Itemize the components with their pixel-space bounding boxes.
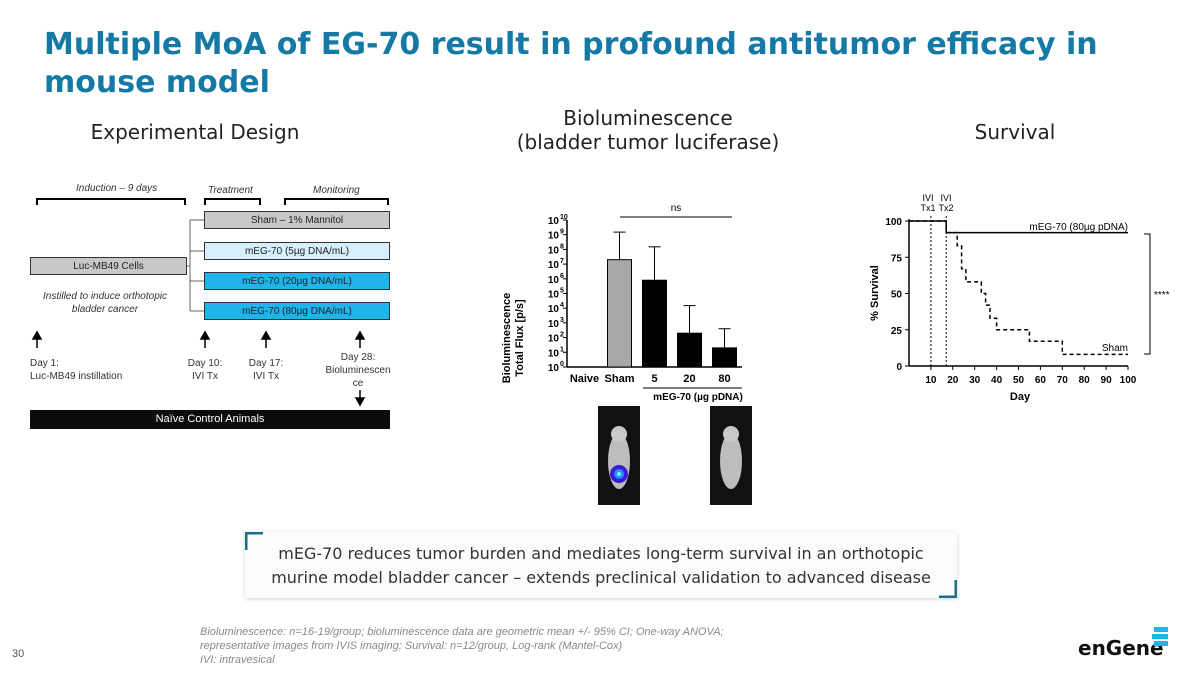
biolum-ytick-exp: 4	[560, 302, 564, 309]
biolum-ytick: 10	[548, 216, 560, 227]
survival-series-1	[909, 220, 1128, 356]
survival-ytick: 25	[891, 326, 903, 337]
biolum-ytick-exp: 3	[560, 317, 564, 324]
instilled-note: Instilled to induce orthotopic bladder c…	[43, 291, 167, 315]
bioluminescence-chart: Bioluminescence Total Flux [p/s] 10 010 11…	[501, 203, 743, 403]
day1-label: Day 1: Luc-MB49 instillation	[30, 358, 123, 382]
survival-ytick: 50	[891, 290, 903, 301]
survival-xtick: 50	[1013, 375, 1025, 386]
biolum-ytick: 10	[548, 334, 560, 345]
survival-xtick: 20	[947, 375, 959, 386]
design-connectors	[31, 198, 389, 407]
day17-label: Day 17: IVI Tx	[248, 358, 284, 382]
biolum-ytick-exp: 1	[560, 346, 564, 353]
biolum-sig-label: ns	[671, 203, 682, 214]
survival-tx1: IVI Tx1	[920, 193, 935, 213]
logo-text: enGene	[1078, 636, 1164, 660]
biolum-ytick-exp: 2	[560, 332, 564, 339]
biolum-ytick: 10	[548, 304, 560, 315]
biolum-header-line1: Bioluminescence	[563, 106, 733, 130]
survival-ytick: 0	[896, 362, 902, 373]
day10-label: Day 10: IVI Tx	[187, 358, 223, 382]
biolum-header: Bioluminescence (bladder tumor luciferas…	[500, 106, 796, 154]
biolum-ytick-exp: 9	[560, 229, 564, 236]
biolum-xlabels: Naive Sham 5 20 80	[570, 373, 731, 385]
biolum-bar-1	[607, 259, 632, 368]
survival-axes: 0 25 50 75 100 10 20 30 40 50 60 70 80 90 100	[885, 216, 1137, 386]
survival-xtick: 70	[1057, 375, 1069, 386]
biolum-ytick: 10	[548, 231, 560, 242]
survival-ylabel: % Survival	[869, 265, 881, 321]
phase-monitoring: Monitoring	[313, 185, 360, 196]
survival-header: Survival	[974, 120, 1056, 144]
biolum-ytick: 10	[548, 363, 560, 374]
phase-treatment: Treatment	[208, 185, 253, 196]
takeaway-line1: mEG-70 reduces tumor burden and mediates…	[278, 544, 924, 563]
survival-ytick: 100	[885, 217, 902, 228]
slide-title: Multiple MoA of EG-70 result in profound…	[44, 27, 1098, 100]
biolum-ytick: 10	[548, 245, 560, 256]
biolum-xtick-2: 5	[651, 373, 657, 385]
biolum-ytick-exp: 5	[560, 288, 564, 295]
survival-xtick: 40	[991, 375, 1003, 386]
survival-series2-label: Sham	[1102, 343, 1128, 354]
design-header: Experimental Design	[90, 120, 300, 144]
biolum-bar-4	[712, 347, 737, 368]
biolum-ylabel-2: Total Flux [p/s]	[514, 299, 526, 377]
biolum-group-label: mEG-70 (µg pDNA)	[653, 392, 743, 403]
survival-xtick: 60	[1035, 375, 1047, 386]
page-number: 30	[12, 648, 25, 660]
naive-control-bar: Naïve Control Animals	[30, 410, 390, 429]
company-logo: enGene	[1078, 636, 1164, 660]
biolum-ytick-exp: 10	[560, 214, 568, 221]
biolum-ytick-exp: 6	[560, 273, 564, 280]
biolum-ytick: 10	[548, 275, 560, 286]
biolum-ytick-exp: 0	[560, 361, 564, 368]
takeaway-box: mEG-70 reduces tumor burden and mediates…	[245, 532, 957, 598]
takeaway-line2: murine model bladder cancer – extends pr…	[271, 568, 931, 587]
arm-sham: Sham – 1% Mannitol	[204, 211, 390, 229]
biolum-bars	[607, 231, 737, 368]
biolum-xtick-3: 20	[683, 373, 695, 385]
biolum-ytick: 10	[548, 260, 560, 271]
survival-xtick: 100	[1120, 375, 1137, 386]
survival-xlabel: Day	[1010, 391, 1031, 403]
survival-sig: ****	[1154, 290, 1170, 301]
biolum-ytick: 10	[548, 319, 560, 330]
biolum-xtick-4: 80	[718, 373, 730, 385]
biolum-ytick: 10	[548, 348, 560, 359]
biolum-ytick: 10	[548, 290, 560, 301]
phase-induction: Induction – 9 days	[76, 183, 158, 194]
biolum-bar-2	[642, 279, 667, 368]
survival-ytick: 75	[891, 253, 903, 264]
arm-20ug: mEG-70 (20µg DNA/mL)	[204, 272, 390, 290]
survival-tx2: IVI Tx2	[938, 193, 953, 213]
ivis-image-sham	[598, 406, 640, 505]
survival-xtick: 80	[1079, 375, 1091, 386]
cells-box: Luc-MB49 Cells	[30, 257, 187, 275]
footnote: Bioluminescence: n=16-19/group; biolumin…	[200, 626, 724, 666]
survival-xtick: 90	[1101, 375, 1113, 386]
survival-series1-label: mEG-70 (80µg pDNA)	[1029, 222, 1128, 233]
biolum-ytick-exp: 7	[560, 258, 564, 265]
day28-label: Day 28: Bioluminescen ce	[325, 352, 391, 389]
biolum-xtick-0: Naive	[570, 373, 599, 385]
biolum-ylabel-1: Bioluminescence	[501, 293, 513, 383]
biolum-ytick-exp: 8	[560, 243, 564, 250]
biolum-header-line2: (bladder tumor luciferase)	[516, 130, 780, 154]
survival-chart: % Survival 0 25 50 75 100 10 20 30 40 50 60 70 80 90 1…	[869, 193, 1170, 403]
biolum-xtick-1: Sham	[605, 373, 635, 385]
survival-xtick: 30	[969, 375, 981, 386]
survival-series	[909, 220, 1128, 356]
arm-5ug: mEG-70 (5µg DNA/mL)	[204, 242, 390, 260]
takeaway-text: mEG-70 reduces tumor burden and mediates…	[245, 542, 957, 590]
biolum-bar-3	[677, 332, 702, 368]
arm-80ug: mEG-70 (80µg DNA/mL)	[204, 302, 390, 320]
logo-mark-icon	[1152, 627, 1168, 646]
survival-xtick: 10	[925, 375, 937, 386]
ivis-image-treated	[710, 406, 752, 505]
